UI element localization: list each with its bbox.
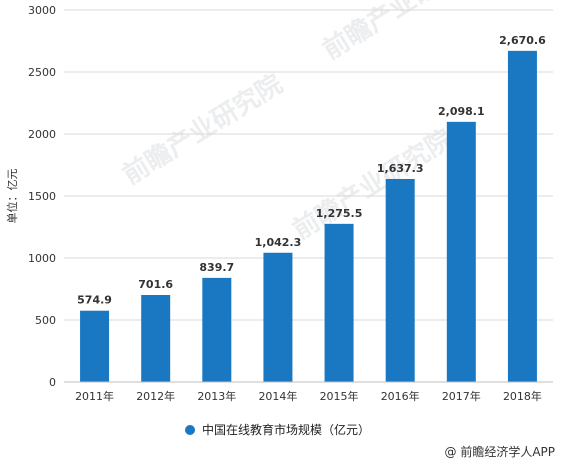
bar (263, 252, 293, 382)
data-label: 1,042.3 (255, 236, 302, 249)
bar (80, 310, 110, 382)
bar (507, 50, 537, 382)
x-tick-label: 2017年 (442, 389, 481, 403)
x-tick-label: 2013年 (197, 389, 236, 403)
data-label: 2,670.6 (499, 34, 546, 47)
data-labels: 574.9 701.6 839.7 1,042.3 1,275.5 1,637.3 2,09… (77, 34, 546, 307)
y-tick-label: 2000 (28, 128, 56, 141)
bar (141, 295, 171, 382)
data-label: 2,098.1 (438, 105, 485, 118)
y-axis-title: 单位：亿元 (5, 169, 19, 224)
legend-label: 中国在线教育市场规模（亿元） (202, 422, 370, 437)
data-label: 839.7 (199, 261, 234, 274)
legend-swatch (185, 425, 195, 435)
x-tick-label: 2015年 (320, 389, 359, 403)
y-tick-label: 3000 (28, 4, 56, 17)
data-label: 1,637.3 (377, 162, 424, 175)
watermark-text: 前瞻产业研究院 (287, 123, 458, 246)
bar (324, 223, 354, 382)
bar (446, 121, 476, 382)
y-tick-label: 2500 (28, 66, 56, 79)
x-tick-label: 2014年 (258, 389, 297, 403)
x-tick-label: 2016年 (381, 389, 420, 403)
y-tick-label: 500 (35, 314, 56, 327)
data-label: 574.9 (77, 294, 112, 307)
bar (385, 178, 415, 382)
y-tick-label: 1500 (28, 190, 56, 203)
y-axis-ticks: 0 500 1000 1500 2000 2500 3000 (28, 4, 56, 389)
watermark-text: 前瞻产业研究院 (117, 68, 288, 191)
x-tick-label: 2011年 (75, 389, 114, 403)
bar (202, 277, 232, 382)
y-tick-label: 1000 (28, 252, 56, 265)
watermark-layer: 前瞻产业研究院 前瞻产业研究院 前瞻产业研究院 (117, 0, 488, 246)
legend: 中国在线教育市场规模（亿元） (185, 422, 370, 437)
source-credit: @ 前瞻经济学人APP (445, 444, 556, 459)
x-axis-ticks: 2011年 2012年 2013年 2014年 2015年 2016年 2017年 2018年 (75, 389, 542, 403)
y-tick-label: 0 (49, 376, 56, 389)
source-text: @ 前瞻经济学人APP (445, 444, 556, 459)
bars (80, 50, 537, 382)
data-label: 701.6 (138, 278, 173, 291)
x-tick-label: 2018年 (503, 389, 542, 403)
data-label: 1,275.5 (316, 207, 363, 220)
x-tick-label: 2012年 (136, 389, 175, 403)
